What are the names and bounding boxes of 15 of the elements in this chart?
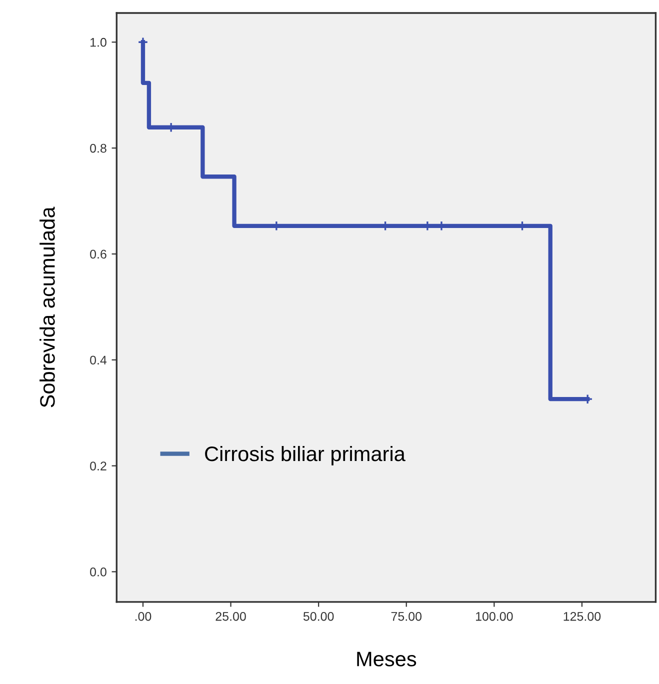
x-tick-label: .00 — [135, 612, 152, 621]
y-tick-label: 0.0 — [90, 568, 106, 576]
y-tick-label: 0.6 — [90, 250, 106, 259]
x-tick-label: 100.00 — [476, 612, 513, 621]
y-tick-label: 0.4 — [90, 356, 107, 365]
x-tick-label: 50.00 — [303, 612, 334, 621]
x-axis-title: Meses — [357, 652, 416, 666]
y-tick-label: 0.8 — [90, 144, 106, 153]
x-tick-label: 125.00 — [564, 612, 601, 621]
x-tick-label: 75.00 — [391, 612, 422, 621]
y-tick-label: 0.2 — [90, 462, 106, 470]
y-axis-title: Sobrevida acumulada — [40, 206, 55, 408]
y-tick-label: 1.0 — [90, 38, 106, 47]
text: Cirrosis biliar primaria — [205, 446, 406, 466]
x-tick-label: 25.00 — [216, 612, 246, 621]
